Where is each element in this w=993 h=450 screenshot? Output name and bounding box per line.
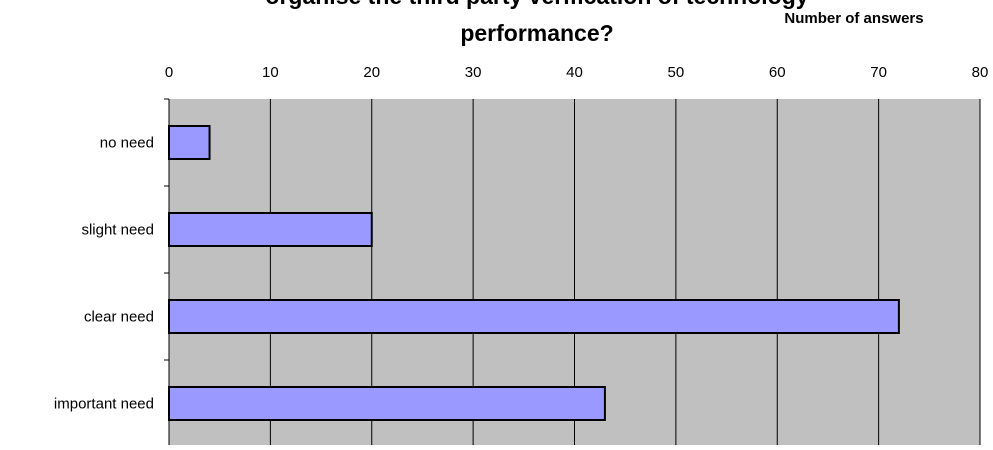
x-tick-label: 60: [769, 64, 786, 81]
category-label: clear need: [84, 309, 154, 326]
x-tick-label: 10: [262, 64, 279, 81]
chart-title-line-2: performance?: [460, 20, 613, 46]
x-tick-label: 0: [165, 64, 173, 81]
x-tick-label: 70: [870, 64, 887, 81]
x-tick-label: 80: [972, 64, 989, 81]
category-label: no need: [100, 135, 154, 152]
bar: [168, 125, 211, 160]
x-tick-label: 30: [465, 64, 482, 81]
bar: [168, 299, 900, 334]
x-tick-labels: 0 10 20 30 40 50 60 70 80: [165, 64, 989, 81]
x-tick-label: 50: [668, 64, 685, 81]
x-axis-label: Number of answers: [784, 10, 923, 27]
category-labels: no need slight need clear need important ne…: [54, 135, 154, 413]
bar: [168, 386, 606, 421]
bar: [168, 212, 373, 247]
x-tick-label: 40: [566, 64, 583, 81]
x-tick-label: 20: [363, 64, 380, 81]
chart-title-line-1: organise the third party verification of…: [265, 0, 808, 9]
category-label: slight need: [81, 222, 154, 239]
category-label: important need: [54, 396, 154, 413]
bars: [168, 125, 900, 421]
